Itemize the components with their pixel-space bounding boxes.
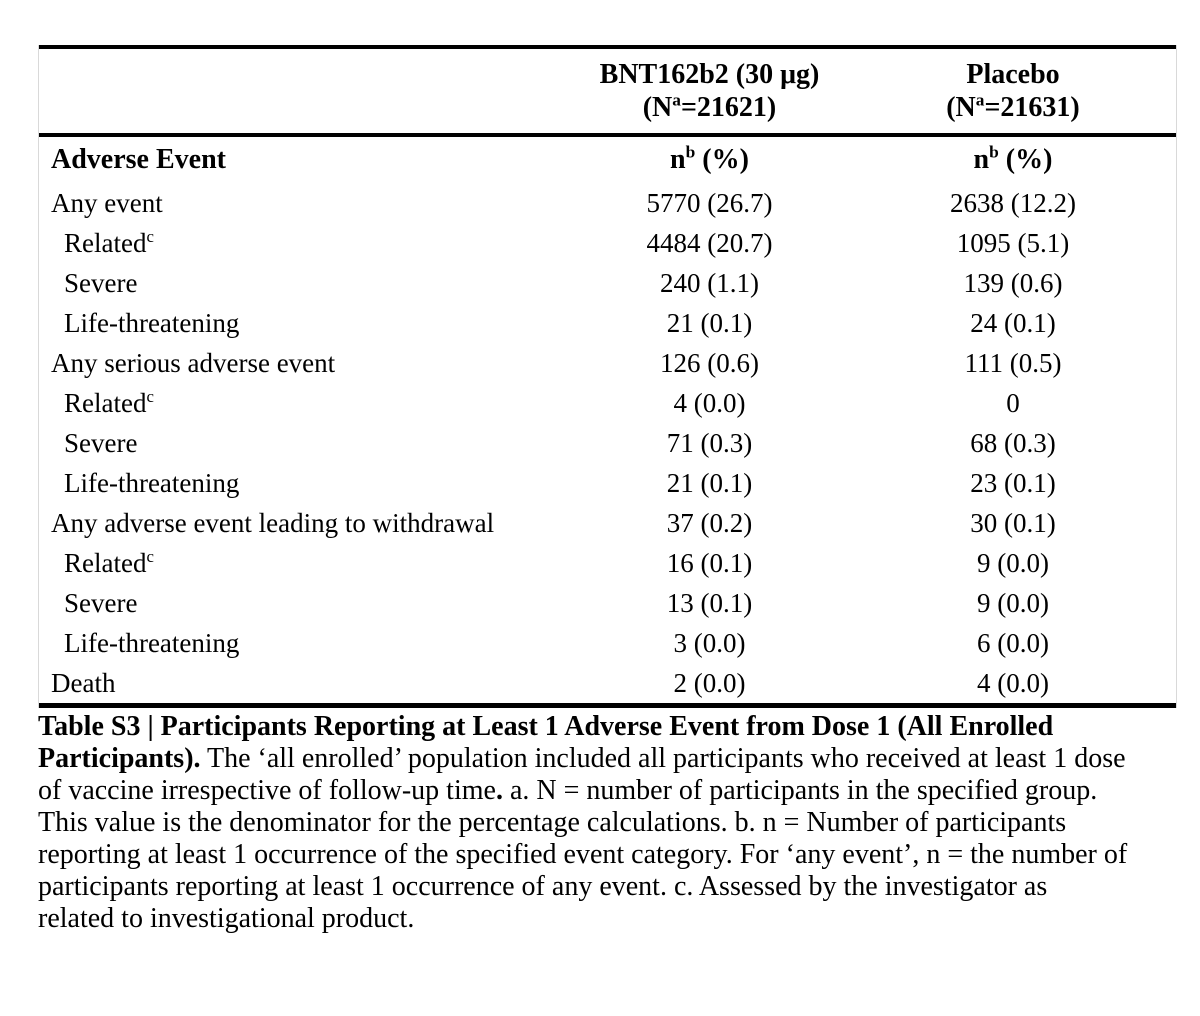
placebo-value-cell: 1095 (5.1) <box>956 227 1070 258</box>
event-label: Any serious adverse event <box>51 347 336 378</box>
caption-line: Participants). The ‘all enrolled’ popula… <box>38 743 1126 774</box>
placebo-value-cell: 2638 (12.2) <box>950 187 1076 218</box>
table-row: Any event 5770 (26.7) 2638 (12.2) <box>39 183 1176 223</box>
placebo-value-cell: 30 (0.1) <box>970 507 1056 538</box>
bnt162b2-n-count: (Na=21621) <box>642 90 777 123</box>
placebo-value-cell: 9 (0.0) <box>977 547 1049 578</box>
placebo-title: Placebo <box>966 59 1060 90</box>
table-column-header-row: Adverse Event nb (%) nb (%) <box>39 137 1176 183</box>
table-row: Relatedc 4484 (20.7) 1095 (5.1) <box>39 223 1176 263</box>
table-row: Life-threatening 21 (0.1) 23 (0.1) <box>39 463 1176 503</box>
placebo-value-cell: 68 (0.3) <box>970 427 1056 458</box>
placebo-value-cell: 24 (0.1) <box>970 307 1056 338</box>
table-row: Life-threatening 21 (0.1) 24 (0.1) <box>39 303 1176 343</box>
table-row: Life-threatening 3 (0.0) 6 (0.0) <box>39 623 1176 663</box>
superscript-b: b <box>989 142 999 162</box>
superscript-a: a <box>672 90 681 110</box>
table-row: Relatedc 4 (0.0) 0 <box>39 383 1176 423</box>
bnt-value-cell: 240 (1.1) <box>660 267 759 298</box>
caption-line: Table S3 | Participants Reporting at Lea… <box>38 711 1054 742</box>
bnt-value-cell: 5770 (26.7) <box>646 187 773 218</box>
bnt-value-cell: 37 (0.2) <box>666 507 753 538</box>
event-label: Life-threatening <box>64 307 240 338</box>
superscript-b: b <box>685 142 696 162</box>
event-label: Relatedc <box>64 226 154 258</box>
adverse-events-table: BNT162b2 (30 μg) (Na=21621) Placebo (Na=… <box>38 45 1177 708</box>
event-label: Death <box>51 667 116 698</box>
event-label: Any event <box>51 187 163 218</box>
placebo-n-count: (Na=21631) <box>946 90 1080 123</box>
group-header-bnt162b2: BNT162b2 (30 μg) (Na=21621) <box>569 58 850 124</box>
bnt-value-cell: 13 (0.1) <box>666 587 753 618</box>
table-row: Severe 71 (0.3) 68 (0.3) <box>39 423 1176 463</box>
event-label: Relatedc <box>64 386 154 418</box>
table-row: Severe 240 (1.1) 139 (0.6) <box>39 263 1176 303</box>
event-label: Relatedc <box>64 546 154 578</box>
superscript-a: a <box>975 90 985 110</box>
event-label: Severe <box>64 267 138 298</box>
caption-line: of vaccine irrespective of follow-up tim… <box>38 775 1098 806</box>
bnt-value-cell: 126 (0.6) <box>660 347 759 378</box>
bnt162b2-title: BNT162b2 (30 μg) <box>599 59 820 90</box>
column-header-adverse-event: Adverse Event <box>51 144 226 175</box>
bnt-value-cell: 71 (0.3) <box>666 427 753 458</box>
caption-line: This value is the denominator for the pe… <box>38 807 1067 838</box>
event-label: Severe <box>64 587 138 618</box>
table-row: Relatedc 16 (0.1) 9 (0.0) <box>39 543 1176 583</box>
bnt-value-cell: 21 (0.1) <box>666 307 753 338</box>
placebo-value-cell: 23 (0.1) <box>970 467 1056 498</box>
superscript-c: c <box>146 546 154 566</box>
superscript-c: c <box>146 386 154 406</box>
group-header-placebo: Placebo (Na=21631) <box>850 58 1176 124</box>
bnt-value-cell: 4484 (20.7) <box>646 227 773 258</box>
bnt-value-cell: 3 (0.0) <box>673 627 746 658</box>
event-label: Life-threatening <box>64 467 240 498</box>
bnt-value-cell: 21 (0.1) <box>666 467 753 498</box>
bnt-value-cell: 2 (0.0) <box>673 667 746 698</box>
superscript-c: c <box>146 226 154 246</box>
column-header-bnt-n-pct: nb (%) <box>670 142 749 175</box>
table-top-rule <box>39 45 1176 49</box>
placebo-value-cell: 0 <box>1006 387 1020 418</box>
placebo-value-cell: 6 (0.0) <box>977 627 1049 658</box>
table-body: Any event 5770 (26.7) 2638 (12.2) Relate… <box>39 183 1176 703</box>
bnt-value-cell: 16 (0.1) <box>666 547 753 578</box>
caption-line: participants reporting at least 1 occurr… <box>38 871 1048 902</box>
placebo-value-cell: 139 (0.6) <box>963 267 1063 298</box>
table-row: Any serious adverse event 126 (0.6) 111 … <box>39 343 1176 383</box>
table-row: Any adverse event leading to withdrawal … <box>39 503 1176 543</box>
table-group-header-row: BNT162b2 (30 μg) (Na=21621) Placebo (Na=… <box>39 49 1176 133</box>
table-row: Severe 13 (0.1) 9 (0.0) <box>39 583 1176 623</box>
table-row: Death 2 (0.0) 4 (0.0) <box>39 663 1176 703</box>
placebo-value-cell: 9 (0.0) <box>977 587 1049 618</box>
table-caption: Table S3 | Participants Reporting at Lea… <box>38 711 1188 935</box>
placebo-value-cell: 4 (0.0) <box>977 667 1049 698</box>
event-label: Life-threatening <box>64 627 240 658</box>
bnt-value-cell: 4 (0.0) <box>673 387 746 418</box>
table-header-rule <box>39 133 1176 137</box>
placebo-value-cell: 111 (0.5) <box>964 347 1062 378</box>
table-bottom-rule <box>39 703 1176 708</box>
event-label: Any adverse event leading to withdrawal <box>51 507 495 538</box>
caption-line: related to investigational product. <box>38 903 415 934</box>
event-label: Severe <box>64 427 138 458</box>
caption-line: reporting at least 1 occurrence of the s… <box>38 839 1128 870</box>
column-header-placebo-n-pct: nb (%) <box>973 142 1053 175</box>
